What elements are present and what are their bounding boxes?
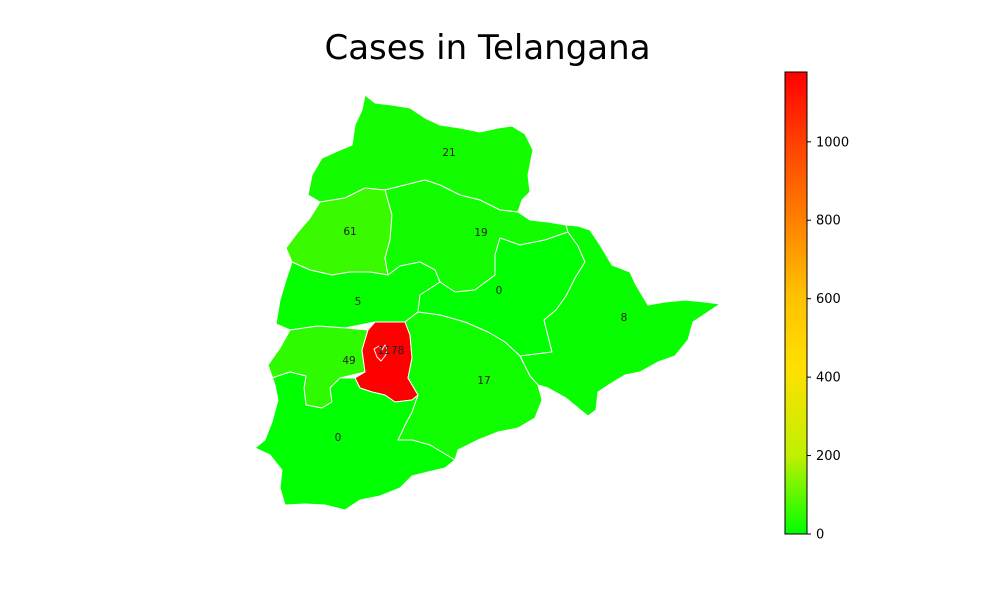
- page-title: Cases in Telangana: [324, 28, 651, 68]
- region-labels: 21 61 19 5 0 8 49 1178 17 0: [335, 147, 628, 444]
- colorbar-tick-label: 800: [816, 214, 841, 229]
- region-label-north-central: 19: [474, 227, 487, 239]
- region-label-northwest: 61: [343, 226, 356, 238]
- region-hyderabad-city: [373, 344, 389, 362]
- region-label-west-central: 5: [355, 296, 362, 308]
- colorbar-tick-label: 1000: [816, 135, 849, 150]
- region-label-north: 21: [442, 147, 455, 159]
- colorbar-tick-label: 0: [816, 528, 824, 543]
- region-label-south-central: 17: [477, 375, 490, 387]
- district-regions: [254, 94, 721, 511]
- colorbar: 0 200 400 600 800 1000: [784, 71, 849, 543]
- colorbar-ticks: 0 200 400 600 800 1000: [807, 135, 849, 543]
- colorbar-tick-label: 200: [816, 449, 841, 464]
- region-south: [254, 364, 456, 511]
- colorbar-tick-label: 600: [816, 292, 841, 307]
- region-label-east-central: 0: [496, 285, 503, 297]
- colorbar-tick-label: 400: [816, 371, 841, 386]
- region-label-east: 8: [621, 312, 628, 324]
- region-east: [519, 224, 721, 417]
- region-label-hyderabad: 1178: [378, 345, 405, 357]
- colorbar-gradient: [784, 71, 808, 535]
- region-label-southwest: 49: [342, 355, 355, 367]
- region-label-south: 0: [335, 432, 342, 444]
- region-northwest: [285, 187, 393, 276]
